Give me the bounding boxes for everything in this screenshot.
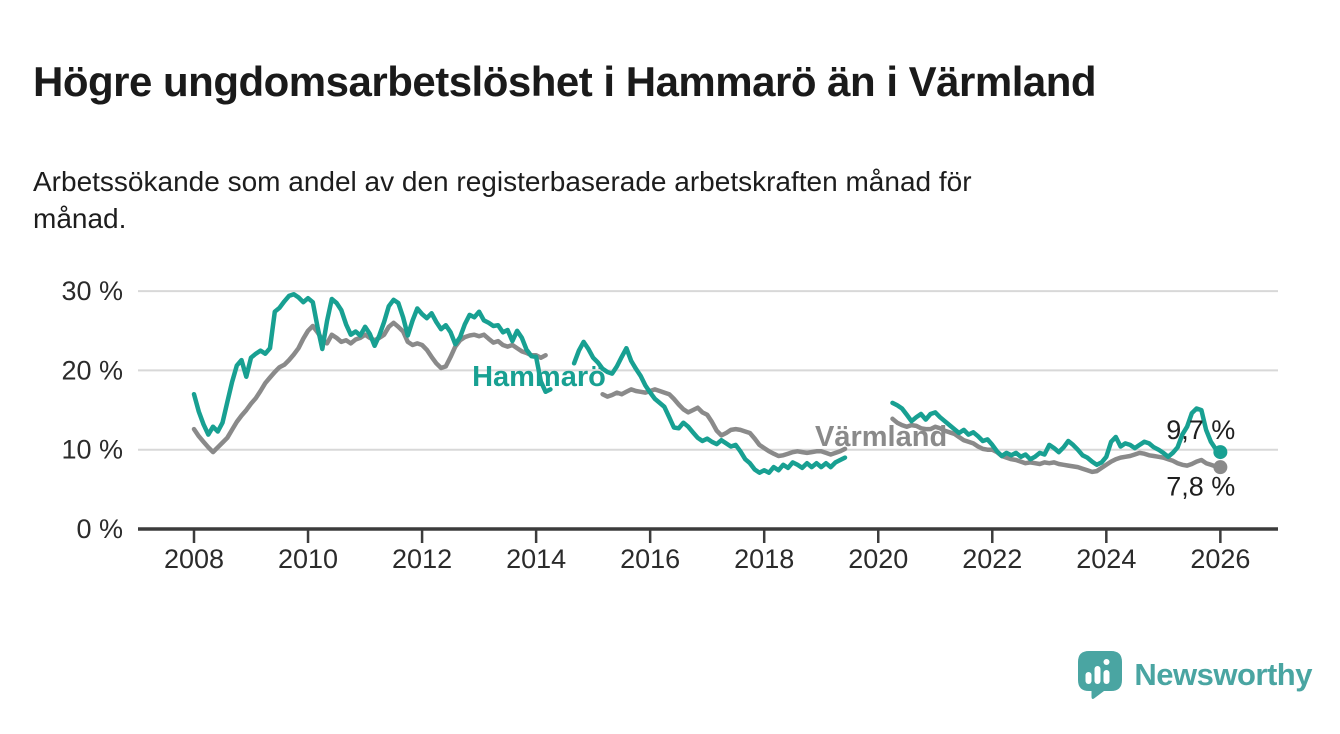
- x-tick-label: 2022: [962, 544, 1022, 574]
- y-tick-label: 0 %: [76, 514, 123, 544]
- chart-subtitle-line2: månad.: [33, 202, 127, 234]
- x-tick-label: 2008: [164, 544, 224, 574]
- series-label-hammaro: Hammarö: [472, 361, 606, 393]
- series-line-hammar: [191, 292, 1223, 475]
- x-tick-label: 2012: [392, 544, 452, 574]
- end-dot-vrmland: [1213, 460, 1228, 475]
- x-tick-label: 2024: [1076, 544, 1136, 574]
- x-tick-label: 2014: [506, 544, 566, 574]
- brand-name: Newsworthy: [1134, 656, 1312, 692]
- bar-medium: [1103, 670, 1110, 684]
- y-tick-label: 20 %: [61, 355, 123, 385]
- x-tick-label: 2020: [848, 544, 908, 574]
- newsworthy-logo: Newsworthy: [1077, 650, 1312, 699]
- series-label-varmland: Värmland: [815, 421, 947, 453]
- x-tick-label: 2026: [1190, 544, 1250, 574]
- chart-title: Högre ungdomsarbetslöshet i Hammarö än i…: [33, 58, 1097, 106]
- y-tick-label: 10 %: [61, 435, 123, 465]
- end-value-label-varmland: 7,8 %: [1166, 471, 1235, 501]
- bar-small: [1085, 672, 1092, 684]
- x-tick-label: 2010: [278, 544, 338, 574]
- bar-tall: [1094, 666, 1101, 684]
- x-tick-label: 2018: [734, 544, 794, 574]
- newsworthy-logo-icon: [1078, 651, 1123, 699]
- chart-subtitle: Arbetssökande som andel av den registerb…: [33, 164, 1263, 237]
- x-tick-label: 2016: [620, 544, 680, 574]
- bar-dot: [1103, 659, 1110, 665]
- end-dot-hammar: [1213, 445, 1228, 460]
- chart-subtitle-line1: Arbetssökande som andel av den registerb…: [33, 166, 972, 197]
- end-value-label-hammaro: 9,7 %: [1166, 415, 1235, 445]
- y-tick-label: 30 %: [61, 276, 123, 306]
